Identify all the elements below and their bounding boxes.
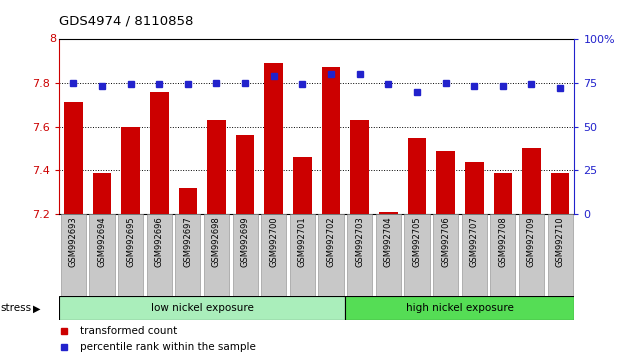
Text: GSM992695: GSM992695 (126, 217, 135, 267)
Text: GSM992694: GSM992694 (97, 217, 106, 267)
Text: GSM992696: GSM992696 (155, 217, 164, 267)
Bar (490, 214, 515, 296)
Text: GSM992708: GSM992708 (498, 217, 507, 267)
Bar (290, 214, 315, 296)
Bar (551, 172, 569, 214)
Text: transformed count: transformed count (79, 326, 177, 336)
Bar (232, 214, 258, 296)
Bar (261, 214, 286, 296)
Text: low nickel exposure: low nickel exposure (151, 303, 253, 313)
Text: GSM992710: GSM992710 (556, 217, 564, 267)
Text: GSM992704: GSM992704 (384, 217, 393, 267)
Bar (150, 92, 168, 214)
Bar (433, 214, 458, 296)
Bar (207, 120, 226, 214)
Text: GSM992703: GSM992703 (355, 217, 364, 267)
Bar (61, 214, 86, 296)
Text: GSM992693: GSM992693 (69, 217, 78, 267)
Bar (121, 127, 140, 214)
Bar (93, 172, 111, 214)
Bar (89, 214, 114, 296)
Text: GSM992697: GSM992697 (183, 217, 193, 267)
Bar (407, 137, 426, 214)
Text: GSM992699: GSM992699 (240, 217, 250, 267)
Bar (322, 67, 340, 214)
Bar (118, 214, 143, 296)
Bar (548, 214, 573, 296)
Bar (379, 212, 397, 214)
Text: GDS4974 / 8110858: GDS4974 / 8110858 (59, 14, 193, 27)
Bar (59, 296, 345, 320)
Text: GSM992705: GSM992705 (412, 217, 422, 267)
Bar (519, 214, 544, 296)
Bar (345, 296, 574, 320)
Text: GSM992700: GSM992700 (270, 217, 278, 267)
Bar (404, 214, 430, 296)
Text: GSM992709: GSM992709 (527, 217, 536, 267)
Text: GSM992707: GSM992707 (469, 217, 479, 267)
Bar (461, 214, 487, 296)
Bar (437, 151, 455, 214)
Bar (265, 63, 283, 214)
Bar (319, 214, 343, 296)
Bar (64, 102, 83, 214)
Bar (494, 172, 512, 214)
Bar (147, 214, 172, 296)
Text: percentile rank within the sample: percentile rank within the sample (79, 342, 255, 352)
Text: stress: stress (1, 303, 32, 313)
Text: GSM992706: GSM992706 (441, 217, 450, 267)
Text: high nickel exposure: high nickel exposure (406, 303, 514, 313)
Text: GSM992702: GSM992702 (327, 217, 335, 267)
Bar (376, 214, 401, 296)
Bar (204, 214, 229, 296)
Text: ▶: ▶ (33, 303, 40, 313)
Bar (465, 162, 484, 214)
Bar (293, 157, 312, 214)
Text: GSM992698: GSM992698 (212, 217, 221, 267)
Text: GSM992701: GSM992701 (298, 217, 307, 267)
Bar (350, 120, 369, 214)
Bar (522, 148, 541, 214)
Bar (175, 214, 201, 296)
Bar (236, 135, 255, 214)
Text: 8: 8 (49, 34, 56, 44)
Bar (347, 214, 372, 296)
Bar (179, 188, 197, 214)
